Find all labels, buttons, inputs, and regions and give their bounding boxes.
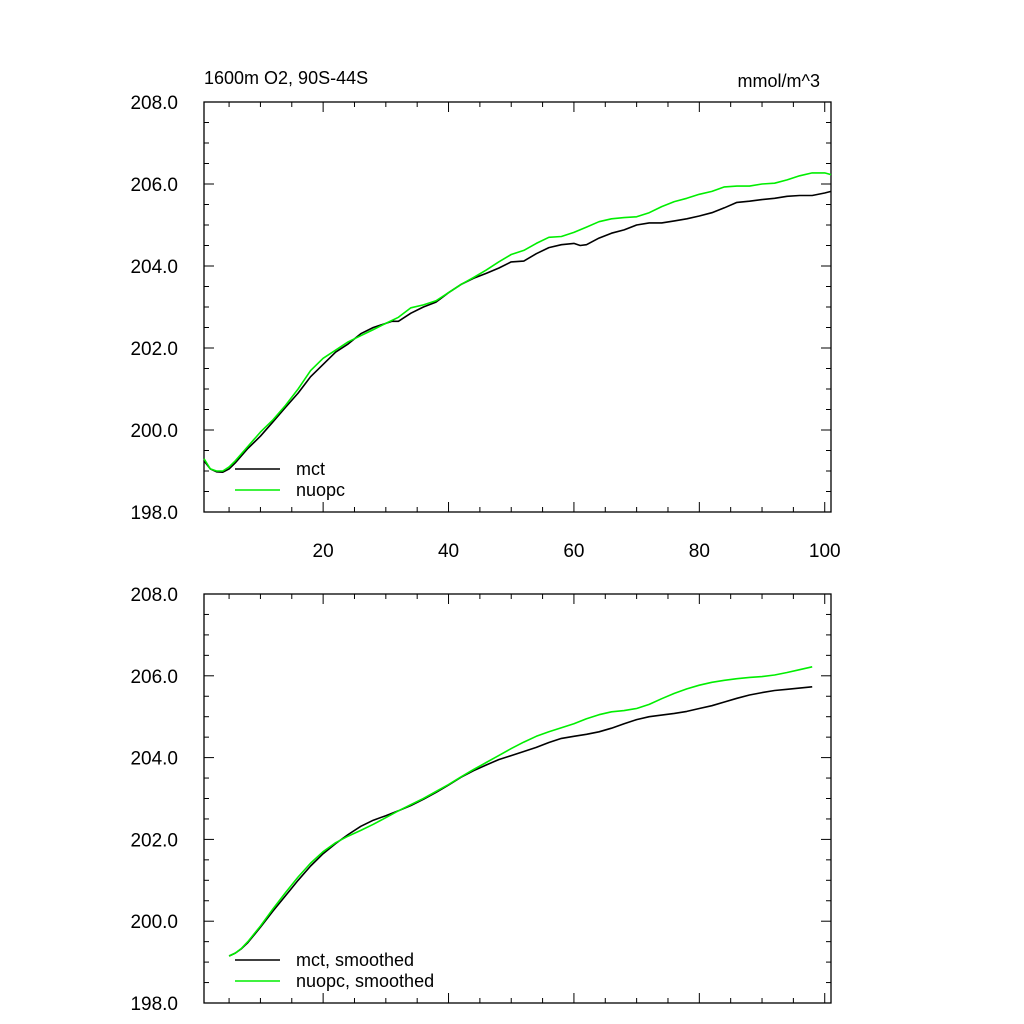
bottom-plot-frame — [203, 593, 832, 1004]
top-y-tick-label: 202.0 — [130, 339, 178, 360]
top-panel-title: 1600m O2, 90S-44S — [204, 68, 368, 88]
top-panel: 1600m O2, 90S-44S mmol/m^3 198.0200.0202… — [130, 68, 840, 562]
bottom-y-tick-label: 202.0 — [130, 830, 178, 851]
top-plot-frame — [203, 101, 832, 513]
top-y-tick-label: 200.0 — [130, 421, 178, 442]
bottom-panel: 198.0 200.0 202.0 204.0 206.0 208.0 mct, smoot… — [130, 585, 832, 1015]
bottom-y-tick-label: 204.0 — [130, 749, 178, 770]
bottom-y-tick-label: 198.0 — [130, 994, 178, 1015]
top-y-tick-label: 208.0 — [130, 93, 178, 114]
bottom-series-line-green — [228, 666, 813, 957]
top-panel-units: mmol/m^3 — [738, 71, 820, 91]
top-series-line-green — [203, 172, 832, 472]
top-series-line-black — [203, 190, 832, 474]
top-y-tick-label: 204.0 — [130, 257, 178, 278]
top-x-tick-label: 20 — [313, 541, 334, 562]
bottom-y-tick-label: 208.0 — [130, 585, 178, 606]
bottom-legend-label: nuopc, smoothed — [296, 971, 434, 991]
bottom-series-line-black — [228, 686, 813, 957]
top-legend-label: nuopc — [296, 480, 345, 500]
bottom-y-tick-label: 200.0 — [130, 912, 178, 933]
top-x-tick-label: 100 — [809, 541, 841, 562]
top-y-tick-label: 206.0 — [130, 175, 178, 196]
top-x-tick-label: 80 — [689, 541, 710, 562]
top-legend-label: mct — [296, 459, 325, 479]
top-x-tick-label: 40 — [438, 541, 459, 562]
top-x-tick-label: 60 — [563, 541, 584, 562]
bottom-legend-label: mct, smoothed — [296, 950, 414, 970]
bottom-y-tick-label: 206.0 — [130, 667, 178, 688]
top-y-tick-label: 198.0 — [130, 503, 178, 524]
